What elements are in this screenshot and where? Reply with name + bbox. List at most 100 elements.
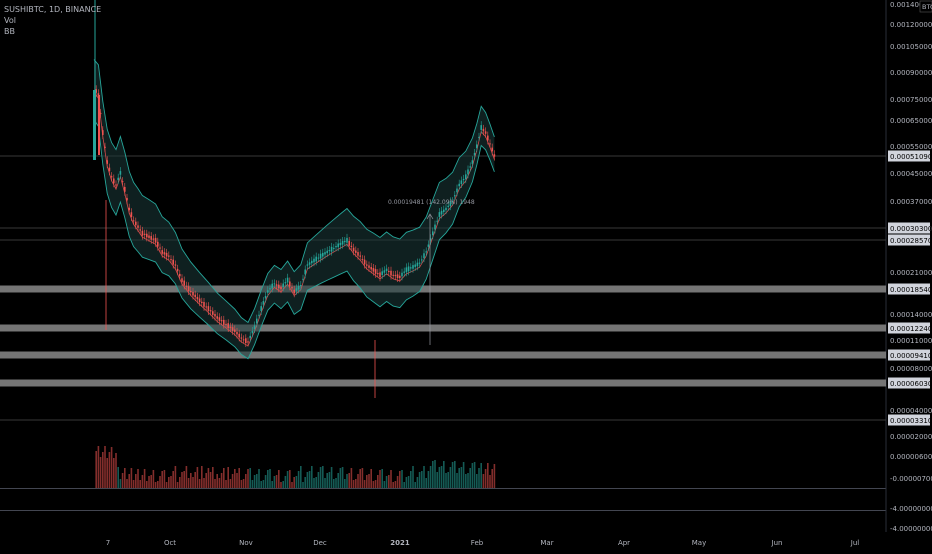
- candle-body: [238, 333, 240, 338]
- price-level-zone: [0, 324, 886, 332]
- volume-bar: [416, 477, 419, 488]
- candle-body: [377, 273, 379, 275]
- volume-bar: [106, 458, 108, 488]
- candle-body: [344, 240, 346, 243]
- candle-body: [229, 326, 232, 328]
- chart-legend: SUSHIBTC, 1D, BINANCE Vol BB: [4, 4, 101, 37]
- candle-body: [148, 235, 150, 238]
- price-tick-label: -0.00000700: [890, 475, 932, 483]
- price-tick-label: 0.00037000: [890, 198, 932, 206]
- volume-bar: [157, 481, 159, 488]
- candle-body: [121, 181, 124, 183]
- candle-body: [152, 238, 155, 240]
- volume-bar: [300, 466, 302, 488]
- candle-body: [93, 90, 96, 160]
- time-tick-label: Feb: [471, 539, 484, 547]
- candle-body: [385, 268, 388, 272]
- candle-body: [159, 247, 161, 249]
- time-tick-label: 7: [106, 539, 110, 547]
- volume-bar: [311, 466, 313, 488]
- currency-box: [919, 0, 932, 13]
- candle-body: [143, 233, 146, 235]
- volume-bar: [462, 462, 465, 488]
- volume-bar: [170, 476, 172, 488]
- candle-body: [168, 255, 170, 257]
- price-tick-label: -4.00000000: [890, 525, 932, 533]
- candle-body: [432, 231, 434, 236]
- candle-body: [368, 265, 370, 268]
- candle-body: [286, 277, 289, 283]
- candle-body: [231, 327, 234, 331]
- volume-bar: [132, 480, 135, 488]
- candle-body: [223, 319, 225, 325]
- candle-body: [434, 224, 436, 230]
- candle-body: [390, 270, 392, 276]
- volume-bar: [322, 466, 324, 488]
- candle-body: [251, 330, 254, 334]
- price-level-tag: [888, 349, 930, 361]
- volume-bar: [284, 476, 287, 488]
- candle-body: [124, 186, 126, 192]
- volume-bar: [121, 473, 124, 488]
- volume-bar: [172, 471, 174, 488]
- volume-bar: [181, 472, 183, 488]
- candle-body: [253, 325, 256, 330]
- price-level-zone: [0, 351, 886, 359]
- bollinger-indicator-label[interactable]: BB: [4, 27, 15, 36]
- volume-bar: [97, 446, 100, 488]
- candle-body: [355, 250, 357, 253]
- volume-bar: [161, 471, 163, 488]
- volume-indicator-label[interactable]: Vol: [4, 16, 16, 25]
- volume-bar: [335, 478, 337, 488]
- volume-bar: [346, 474, 348, 488]
- volume-bar: [286, 471, 289, 488]
- candle-body: [176, 268, 179, 272]
- volume-bar: [388, 475, 390, 488]
- volume-bar: [168, 477, 170, 488]
- volume-bar: [344, 479, 346, 488]
- candle-body: [335, 246, 337, 248]
- candle-body: [313, 258, 315, 263]
- candle-body: [414, 264, 416, 267]
- volume-bar: [282, 481, 284, 488]
- price-tick-label: 0.00075000: [890, 96, 932, 104]
- volume-bar: [218, 478, 221, 488]
- price-level-tag: [888, 322, 930, 334]
- candle-body: [458, 183, 460, 187]
- candle-body: [300, 285, 302, 287]
- candle-body: [183, 280, 185, 286]
- volume-bar: [212, 467, 214, 488]
- candle-body: [487, 135, 489, 141]
- candle-body: [284, 282, 287, 284]
- candle-body: [319, 253, 322, 259]
- candle-body: [104, 146, 106, 148]
- candle-body: [388, 270, 390, 273]
- candle-body: [460, 180, 463, 185]
- volume-bar: [159, 476, 161, 488]
- candle-body: [126, 197, 128, 201]
- volume-bar: [273, 476, 276, 488]
- volume-bar: [240, 480, 243, 488]
- candle-body: [236, 331, 238, 335]
- volume-bar: [421, 471, 423, 488]
- volume-bar: [278, 470, 280, 488]
- candle-body: [212, 311, 214, 315]
- volume-bar: [190, 473, 192, 488]
- volume-bar: [256, 474, 258, 488]
- volume-bar: [148, 476, 150, 488]
- candle-body: [240, 337, 243, 339]
- volume-bar: [104, 446, 106, 488]
- candle-body: [359, 255, 361, 257]
- candle-body: [97, 93, 100, 96]
- volume-bar: [227, 467, 229, 488]
- candle-body: [348, 240, 350, 246]
- candle-body: [317, 257, 320, 259]
- symbol-label[interactable]: SUSHIBTC, 1D, BINANCE: [4, 5, 102, 14]
- candle-body: [297, 285, 300, 290]
- volume-bar: [432, 461, 434, 488]
- candle-body: [209, 310, 212, 312]
- candle-body: [328, 249, 331, 252]
- volume-bar: [95, 451, 97, 488]
